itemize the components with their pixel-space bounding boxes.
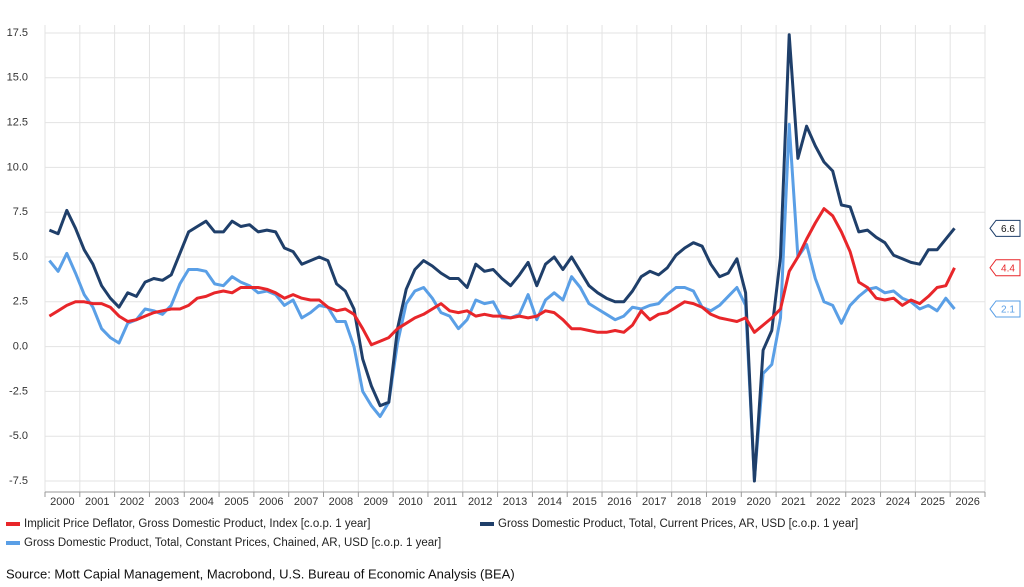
x-tick-label: 2015 — [572, 496, 596, 508]
x-tick-label: 2001 — [85, 496, 109, 508]
x-tick-label: 2020 — [746, 496, 770, 508]
legend-label: Implicit Price Deflator, Gross Domestic … — [24, 518, 370, 530]
x-tick-label: 2000 — [50, 496, 74, 508]
x-tick-label: 2017 — [642, 496, 666, 508]
y-tick-label: 10.0 — [7, 161, 28, 173]
end-label-box — [989, 219, 1021, 237]
x-tick-label: 2026 — [955, 496, 979, 508]
x-tick-label: 2016 — [607, 496, 631, 508]
y-tick-label: 2.5 — [13, 296, 28, 308]
legend-label: Gross Domestic Product, Total, Current P… — [498, 518, 858, 530]
x-tick-label: 2007 — [294, 496, 318, 508]
y-tick-label: 17.5 — [7, 27, 28, 39]
y-tick-label: 5.0 — [13, 251, 28, 263]
x-tick-label: 2019 — [712, 496, 736, 508]
y-tick-label: -5.0 — [9, 430, 28, 442]
y-tick-label: 0.0 — [13, 341, 28, 353]
end-label: 2.1 — [1001, 305, 1015, 316]
series-line — [48, 207, 956, 347]
x-tick-label: 2002 — [120, 496, 144, 508]
x-tick-label: 2012 — [468, 496, 492, 508]
legend-label: Gross Domestic Product, Total, Constant … — [24, 537, 441, 549]
end-label: 4.4 — [1001, 263, 1015, 274]
x-tick-label: 2010 — [398, 496, 422, 508]
x-tick-label: 2008 — [329, 496, 353, 508]
x-tick-label: 2024 — [886, 496, 910, 508]
x-tick-label: 2023 — [851, 496, 875, 508]
x-tick-label: 2006 — [259, 496, 283, 508]
x-tick-label: 2003 — [155, 496, 179, 508]
x-tick-label: 2014 — [538, 496, 562, 508]
y-tick-label: -2.5 — [9, 385, 28, 397]
x-tick-label: 2021 — [781, 496, 805, 508]
y-tick-label: 7.5 — [13, 206, 28, 218]
x-tick-label: 2018 — [677, 496, 701, 508]
x-tick-label: 2005 — [224, 496, 248, 508]
y-tick-label: 15.0 — [7, 72, 28, 84]
x-tick-label: 2009 — [363, 496, 387, 508]
end-label-box — [989, 259, 1021, 277]
x-tick-label: 2025 — [921, 496, 945, 508]
series-line — [48, 33, 956, 483]
source-note: Source: Mott Capial Management, Macrobon… — [6, 566, 515, 581]
x-tick-label: 2013 — [503, 496, 527, 508]
x-tick-label: 2004 — [189, 496, 213, 508]
x-tick-label: 2011 — [434, 496, 458, 508]
y-tick-label: -7.5 — [9, 475, 28, 487]
series-line — [48, 122, 956, 481]
x-tick-label: 2022 — [816, 496, 840, 508]
y-tick-label: 12.5 — [7, 117, 28, 129]
end-label-box — [989, 300, 1021, 318]
end-label: 6.6 — [1001, 224, 1015, 235]
